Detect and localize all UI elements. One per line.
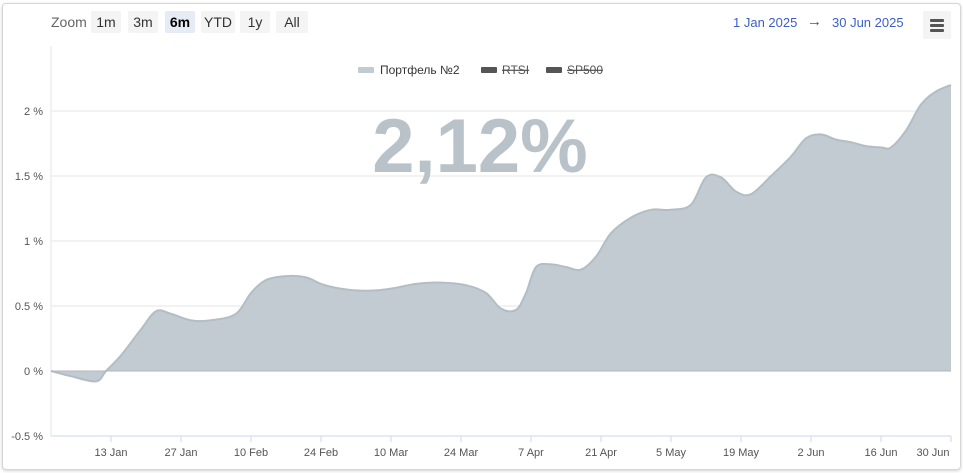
x-tick-label: 24 Feb (304, 447, 338, 459)
portfolio-return-watermark: 2,12% (372, 104, 588, 189)
x-tick-label: 7 Apr (518, 447, 544, 459)
legend-label-rtsi: RTSI (502, 63, 529, 77)
area-series-portfolio-2[interactable] (51, 85, 951, 382)
hamburger-menu-icon[interactable] (923, 11, 951, 39)
y-axis-ticks: 2 % 1.5 % 1 % 0.5 % 0 % -0.5 % (11, 106, 43, 443)
y-tick-label: 0 % (24, 366, 43, 378)
zoom-button-1m[interactable]: 1m (91, 11, 121, 33)
x-tick-label: 30 Jun (916, 447, 949, 459)
x-tick-label: 2 Jun (798, 447, 825, 459)
x-axis-ticks: 13 Jan 27 Jan 10 Feb 24 Feb 10 Mar 24 Mar 7 Ap… (94, 436, 952, 459)
legend-item-sp500[interactable]: SP500 (546, 63, 603, 77)
legend-swatch-portfolio (358, 67, 374, 73)
zoom-button-ytd[interactable]: YTD (201, 11, 235, 33)
menu-bar (930, 24, 944, 27)
menu-bar (930, 29, 944, 32)
x-tick-label: 27 Jan (164, 447, 197, 459)
legend-label-sp500: SP500 (567, 63, 603, 77)
y-tick-label: 1.5 % (15, 171, 43, 183)
x-tick-label: 10 Mar (374, 447, 409, 459)
x-tick-label: 24 Mar (444, 447, 479, 459)
zoom-button-1y[interactable]: 1y (240, 11, 270, 33)
legend-item-rtsi[interactable]: RTSI (481, 63, 529, 77)
y-tick-label: 0.5 % (15, 301, 43, 313)
zoom-button-all[interactable]: All (276, 11, 308, 33)
x-tick-label: 10 Feb (234, 447, 268, 459)
x-tick-label: 5 May (656, 447, 686, 459)
legend-item-portfolio[interactable]: Портфель №2 (358, 63, 460, 77)
range-selector-toolbar: Zoom 1m 3m 6m YTD 1y All 1 Jan 2025 → 30… (0, 0, 963, 40)
zoom-button-6m[interactable]: 6m (165, 11, 195, 33)
menu-bar (930, 19, 944, 22)
y-tick-label: 2 % (24, 106, 43, 118)
range-end-date[interactable]: 30 Jun 2025 (832, 15, 904, 30)
y-tick-label: -0.5 % (11, 431, 43, 443)
x-tick-label: 19 May (723, 447, 760, 459)
zoom-button-3m[interactable]: 3m (128, 11, 158, 33)
range-start-date[interactable]: 1 Jan 2025 (733, 15, 798, 30)
range-arrow: → (807, 13, 822, 30)
chart-legend: Портфель №2 RTSI SP500 (358, 63, 603, 77)
y-tick-label: 1 % (24, 236, 43, 248)
legend-label-portfolio: Портфель №2 (380, 63, 460, 77)
line-series-portfolio-2[interactable] (50, 84, 952, 383)
x-tick-label: 16 Jun (864, 447, 897, 459)
legend-swatch-rtsi (481, 67, 497, 73)
zoom-label: Zoom (51, 14, 87, 30)
x-tick-label: 13 Jan (94, 447, 127, 459)
legend-swatch-sp500 (546, 67, 562, 73)
x-tick-label: 21 Apr (585, 447, 617, 459)
